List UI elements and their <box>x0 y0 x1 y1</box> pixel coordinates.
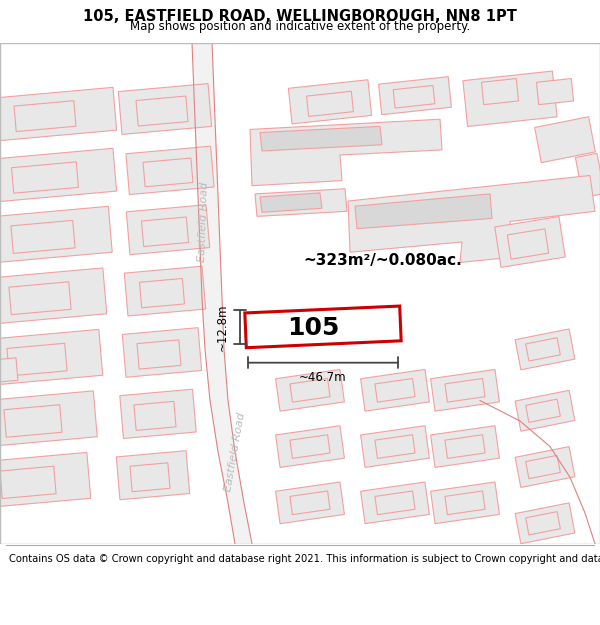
Polygon shape <box>515 329 575 370</box>
Text: 105: 105 <box>287 316 339 340</box>
Polygon shape <box>495 217 565 268</box>
Polygon shape <box>136 96 188 126</box>
Polygon shape <box>4 405 62 437</box>
Polygon shape <box>0 206 112 263</box>
Polygon shape <box>7 343 67 376</box>
Polygon shape <box>361 426 430 468</box>
Polygon shape <box>575 153 600 198</box>
Polygon shape <box>0 391 97 447</box>
Text: Contains OS data © Crown copyright and database right 2021. This information is : Contains OS data © Crown copyright and d… <box>9 554 600 564</box>
Polygon shape <box>122 328 202 378</box>
Polygon shape <box>290 491 330 514</box>
Polygon shape <box>0 268 107 324</box>
Polygon shape <box>134 401 176 431</box>
Polygon shape <box>431 426 499 468</box>
Polygon shape <box>124 266 206 316</box>
Polygon shape <box>14 101 76 132</box>
Polygon shape <box>0 329 103 386</box>
Polygon shape <box>431 482 499 524</box>
Polygon shape <box>126 146 214 194</box>
Polygon shape <box>0 358 18 382</box>
Text: 105, EASTFIELD ROAD, WELLINGBOROUGH, NN8 1PT: 105, EASTFIELD ROAD, WELLINGBOROUGH, NN8… <box>83 9 517 24</box>
Polygon shape <box>255 189 347 216</box>
Polygon shape <box>139 279 185 308</box>
Text: ~46.7m: ~46.7m <box>299 371 347 384</box>
Polygon shape <box>290 435 330 458</box>
Text: ~323m²/~0.080ac.: ~323m²/~0.080ac. <box>304 253 463 268</box>
Polygon shape <box>307 91 353 116</box>
Polygon shape <box>290 379 330 402</box>
Polygon shape <box>116 451 190 500</box>
Polygon shape <box>379 77 451 115</box>
Polygon shape <box>11 221 75 253</box>
Polygon shape <box>11 162 79 193</box>
Polygon shape <box>130 463 170 492</box>
Text: Map shows position and indicative extent of the property.: Map shows position and indicative extent… <box>130 20 470 33</box>
Polygon shape <box>375 379 415 402</box>
Polygon shape <box>375 435 415 458</box>
Polygon shape <box>260 193 322 213</box>
Polygon shape <box>431 369 499 411</box>
Polygon shape <box>508 229 548 259</box>
Polygon shape <box>526 456 560 479</box>
Polygon shape <box>355 194 492 229</box>
Polygon shape <box>515 503 575 544</box>
Polygon shape <box>118 84 212 134</box>
Polygon shape <box>0 148 116 202</box>
Text: Eastfield Road: Eastfield Road <box>197 181 209 262</box>
Polygon shape <box>445 491 485 514</box>
Polygon shape <box>445 435 485 458</box>
Polygon shape <box>120 389 196 439</box>
Polygon shape <box>9 282 71 314</box>
Polygon shape <box>192 42 252 544</box>
Polygon shape <box>0 452 91 508</box>
Polygon shape <box>275 369 344 411</box>
Polygon shape <box>137 340 181 369</box>
Polygon shape <box>515 391 575 431</box>
Text: ~12.8m: ~12.8m <box>215 303 229 351</box>
Polygon shape <box>515 447 575 488</box>
Polygon shape <box>536 79 574 104</box>
Polygon shape <box>348 176 595 262</box>
Polygon shape <box>361 482 430 524</box>
Polygon shape <box>463 71 557 126</box>
Polygon shape <box>393 86 435 108</box>
Polygon shape <box>481 79 518 104</box>
Polygon shape <box>250 119 442 186</box>
Polygon shape <box>142 217 188 246</box>
Polygon shape <box>375 491 415 514</box>
Polygon shape <box>535 117 595 162</box>
Polygon shape <box>143 158 193 187</box>
Polygon shape <box>526 338 560 361</box>
Polygon shape <box>260 126 382 151</box>
Polygon shape <box>0 466 56 499</box>
Polygon shape <box>445 379 485 402</box>
Polygon shape <box>526 512 560 535</box>
Polygon shape <box>275 482 344 524</box>
Polygon shape <box>526 399 560 422</box>
Polygon shape <box>127 205 209 254</box>
Polygon shape <box>245 306 401 348</box>
Polygon shape <box>289 80 371 124</box>
Polygon shape <box>0 88 116 141</box>
Text: Eastfield Road: Eastfield Road <box>223 411 247 492</box>
Polygon shape <box>361 369 430 411</box>
Polygon shape <box>275 426 344 468</box>
